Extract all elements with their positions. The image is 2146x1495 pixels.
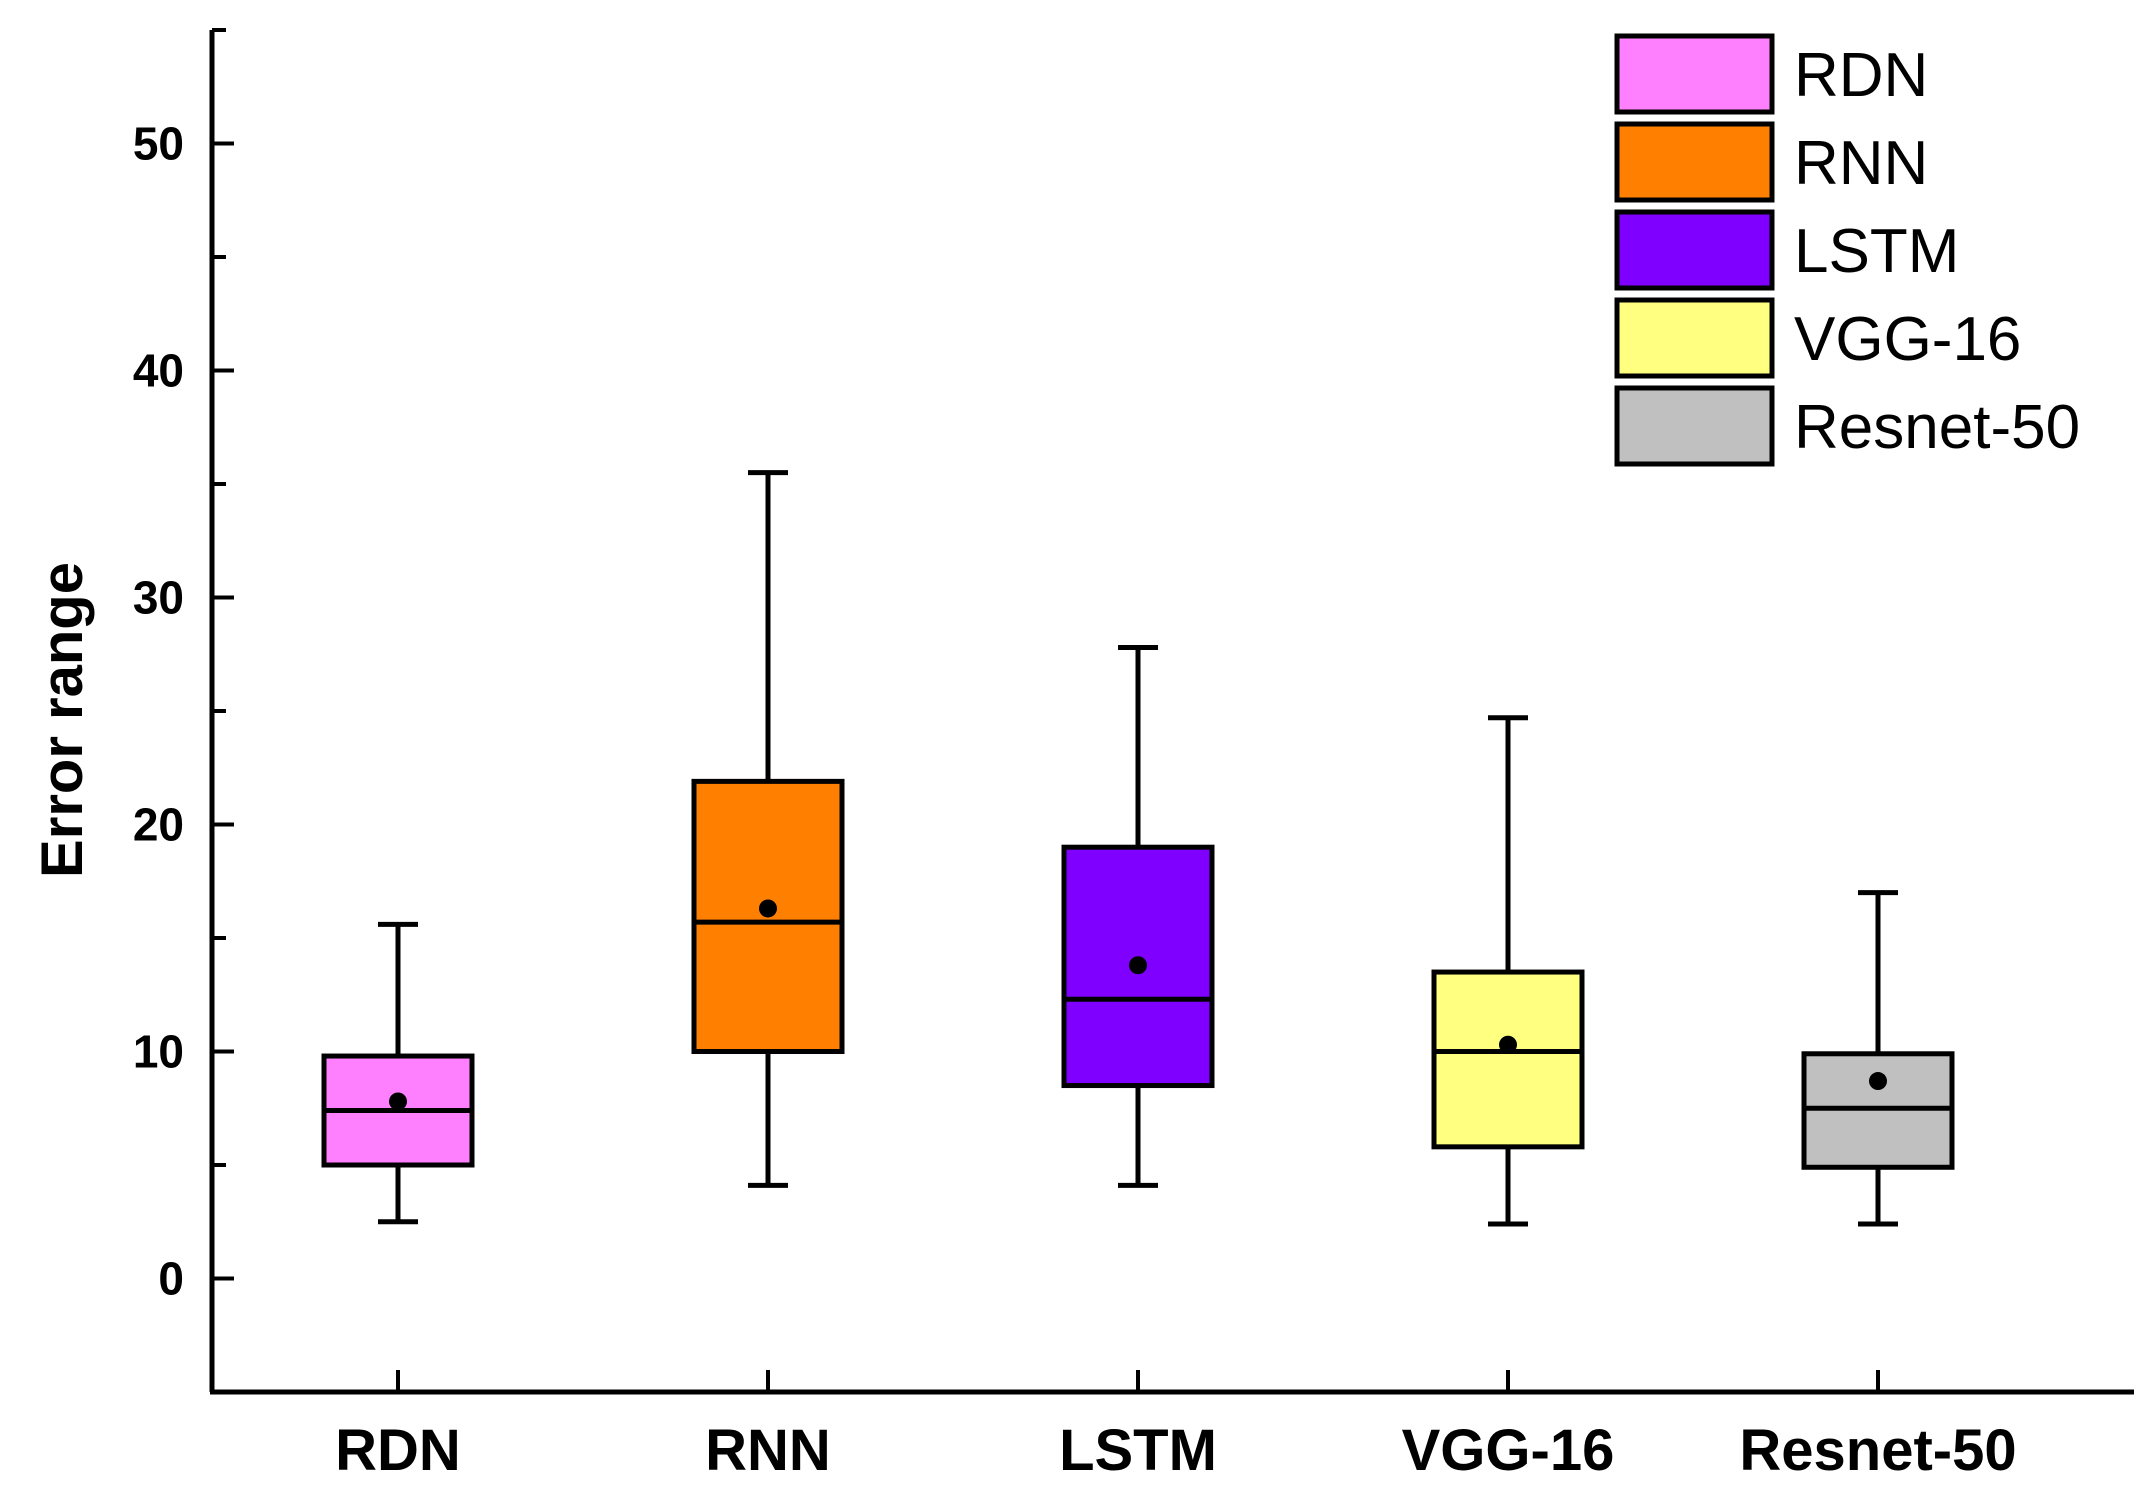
mean-marker: [1869, 1072, 1887, 1091]
legend-entry-rdn: RDN: [1614, 33, 1928, 115]
box-vgg-16: [1431, 715, 1585, 1227]
legend-swatch: [1614, 385, 1775, 467]
box-resnet-50: [1801, 890, 1955, 1227]
x-tick-label-rnn: RNN: [705, 1418, 831, 1483]
legend-swatch: [1614, 297, 1775, 379]
y-tick-label: 0: [158, 1253, 184, 1305]
box-rdn: [321, 921, 475, 1225]
boxes-group: [321, 470, 1955, 1227]
y-tick-label: 50: [133, 118, 184, 170]
legend-swatch: [1614, 121, 1775, 203]
legend-label: VGG-16: [1794, 305, 2021, 374]
y-tick-label: 30: [133, 572, 184, 624]
legend-entry-resnet-50: Resnet-50: [1614, 385, 2080, 467]
legend-label: RNN: [1794, 129, 1928, 198]
axes: 0 10 20 30 40 50 RDN RNN LSTM VGG-16 Resnet-50: [133, 28, 2134, 1483]
box-rnn: [691, 470, 845, 1188]
y-tick-label: 20: [133, 799, 184, 851]
x-tick-label-vgg-16: VGG-16: [1402, 1418, 1615, 1483]
x-tick-label-rdn: RDN: [335, 1418, 461, 1483]
legend-swatch: [1614, 209, 1775, 291]
y-tick-label: 10: [133, 1026, 184, 1078]
legend-label: LSTM: [1794, 217, 1959, 286]
legend-entry-lstm: LSTM: [1614, 209, 1959, 291]
iqr-box: [1431, 969, 1585, 1150]
mean-marker: [759, 899, 777, 918]
legend-entry-rnn: RNN: [1614, 121, 1928, 203]
mean-marker: [1499, 1035, 1517, 1054]
x-tick-label-resnet-50: Resnet-50: [1739, 1418, 2016, 1483]
legend-entry-vgg-16: VGG-16: [1614, 297, 2021, 379]
legend: RDN RNN LSTM VGG-16 Resnet-50: [1614, 33, 2080, 467]
y-axis-title: Error range: [30, 562, 95, 878]
legend-label: Resnet-50: [1794, 393, 2080, 462]
y-tick-label: 40: [133, 345, 184, 397]
box-lstm: [1061, 644, 1215, 1188]
mean-marker: [1129, 956, 1147, 975]
legend-swatch: [1614, 33, 1775, 115]
mean-marker: [389, 1092, 407, 1111]
x-tick-label-lstm: LSTM: [1059, 1418, 1217, 1483]
legend-label: RDN: [1794, 41, 1928, 110]
